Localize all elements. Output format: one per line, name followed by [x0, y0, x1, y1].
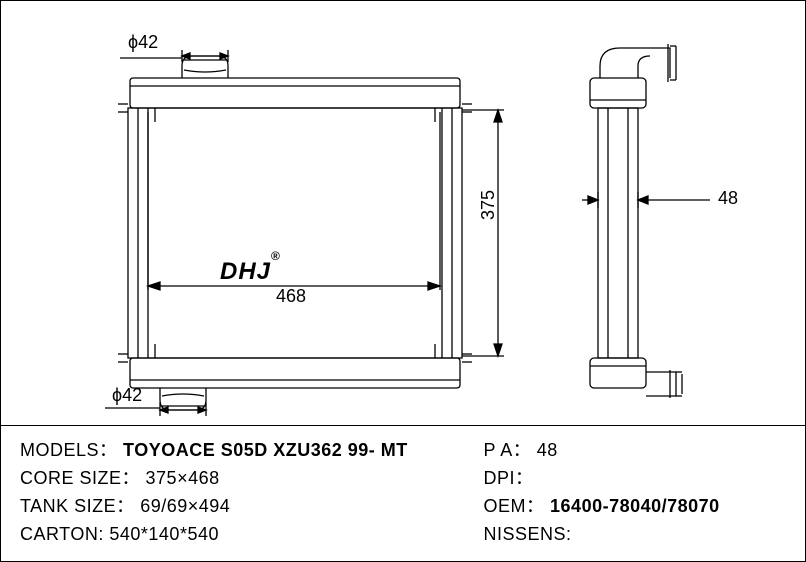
- row-oem: OEM： 16400-78040/78070: [484, 493, 787, 521]
- value-coresize: 375×468: [146, 468, 220, 488]
- row-models: MODELS： TOYOACE S05D XZU362 99- MT: [20, 437, 444, 465]
- brand-symbol: ®: [271, 249, 281, 263]
- drawing-area: ϕ42 ϕ42 468 375 48 DHJ®: [0, 0, 806, 425]
- info-col-right: P A： 48 DPI： OEM： 16400-78040/78070 NISS…: [484, 437, 787, 552]
- row-coresize: CORE SIZE： 375×468: [20, 465, 444, 493]
- row-pa: P A： 48: [484, 437, 787, 465]
- label-carton: CARTON:: [20, 524, 104, 544]
- info-col-left: MODELS： TOYOACE S05D XZU362 99- MT CORE …: [20, 437, 444, 552]
- label-dpi: DPI：: [484, 468, 534, 488]
- dim-core-height: 375: [478, 190, 499, 220]
- row-tanksize: TANK SIZE： 69/69×494: [20, 493, 444, 521]
- label-coresize: CORE SIZE：: [20, 468, 140, 488]
- brand-text: DHJ: [220, 258, 271, 285]
- side-view: [540, 0, 800, 425]
- brand-logo: DHJ®: [220, 258, 281, 286]
- dim-bottom-port: ϕ42: [112, 385, 142, 406]
- label-tanksize: TANK SIZE：: [20, 496, 135, 516]
- label-nissens: NISSENS:: [484, 524, 572, 544]
- dim-core-width: 468: [276, 286, 306, 307]
- label-pa: P A：: [484, 440, 532, 460]
- front-view: [0, 0, 540, 425]
- row-dpi: DPI：: [484, 465, 787, 493]
- label-models: MODELS：: [20, 440, 118, 460]
- row-carton: CARTON: 540*140*540: [20, 521, 444, 549]
- row-nissens: NISSENS:: [484, 521, 787, 549]
- value-carton: 540*140*540: [109, 524, 219, 544]
- dim-depth: 48: [718, 188, 738, 209]
- value-models: TOYOACE S05D XZU362 99- MT: [123, 440, 408, 460]
- value-pa: 48: [537, 440, 558, 460]
- value-oem: 16400-78040/78070: [550, 496, 720, 516]
- value-tanksize: 69/69×494: [140, 496, 230, 516]
- info-area: MODELS： TOYOACE S05D XZU362 99- MT CORE …: [0, 425, 806, 562]
- dim-top-port: ϕ42: [128, 32, 158, 53]
- label-oem: OEM：: [484, 496, 545, 516]
